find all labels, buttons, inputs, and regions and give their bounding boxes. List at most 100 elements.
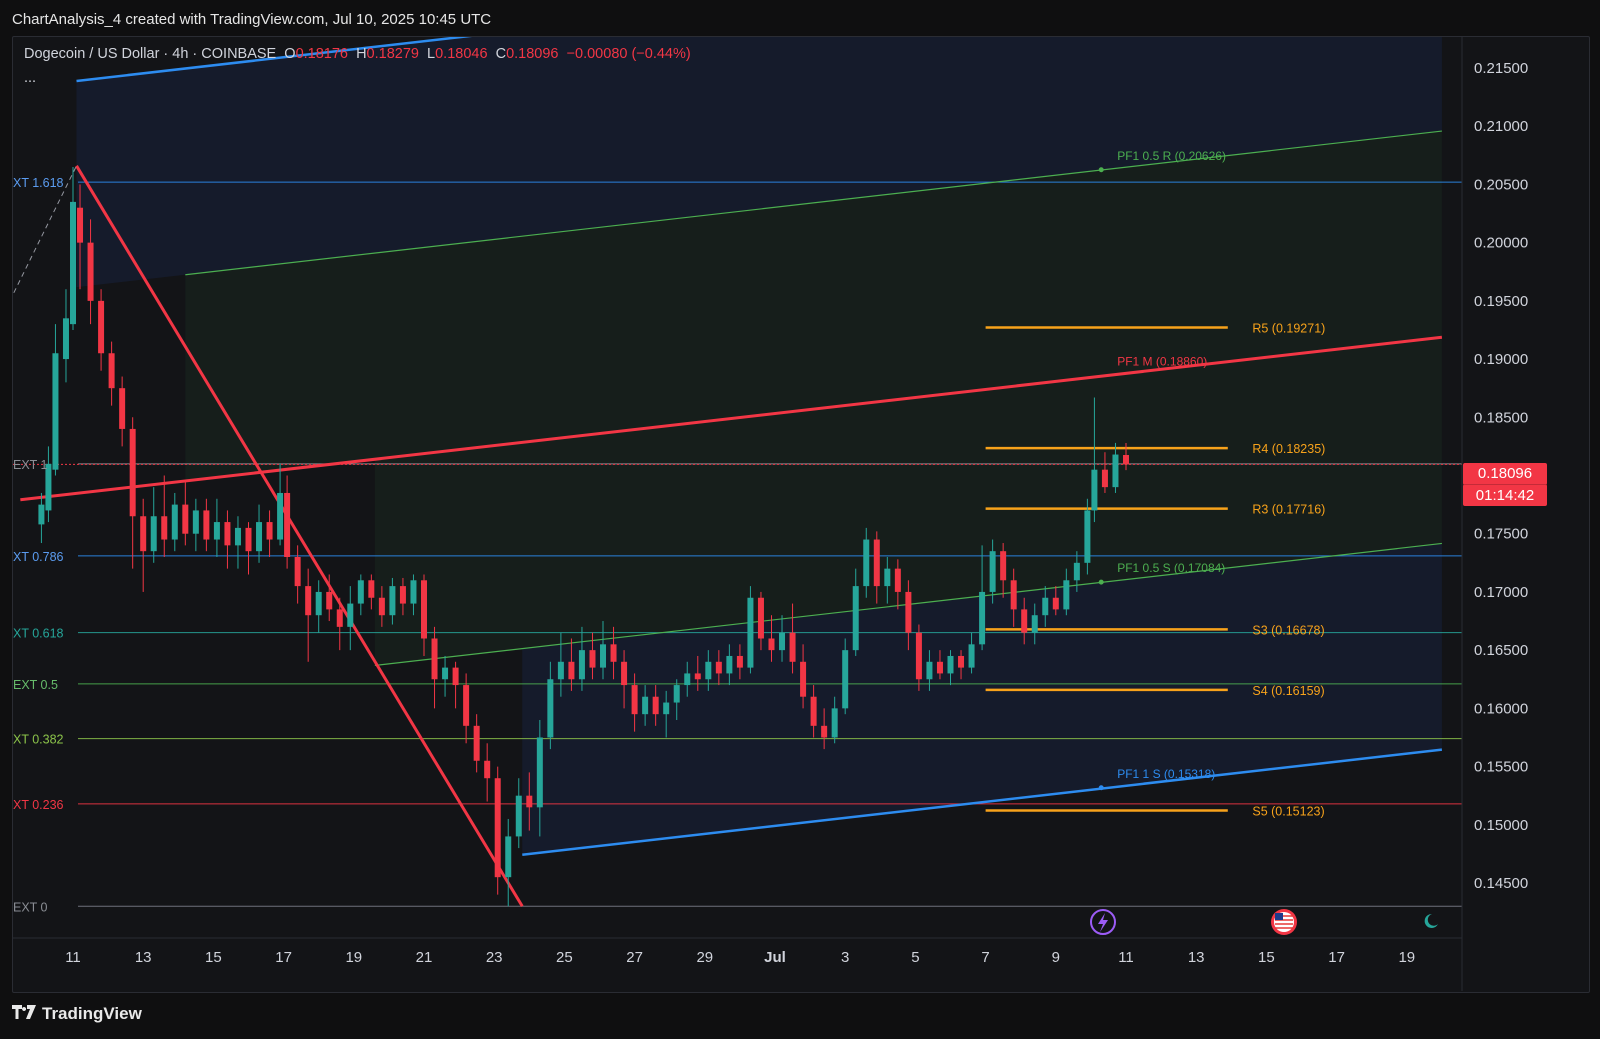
candle-body [989,551,996,592]
candle-body [1000,551,1007,581]
candle-body [810,696,817,726]
price-tick-label: 0.18500 [1474,409,1528,426]
candle-body [368,580,375,598]
candle-body [589,650,596,668]
candle-body [947,655,954,674]
pitchfork-median-line [20,335,1443,502]
time-tick-label: 17 [1328,949,1345,966]
fib-level-label: XT 0.236 [13,798,64,812]
chart-caption: ChartAnalysis_4 created with TradingView… [12,11,492,28]
time-tick-label: 17 [275,949,292,966]
candle-body [389,586,396,616]
pitchfork-upper-line [76,37,473,83]
candle-body [1112,454,1119,488]
candle-body [1091,469,1098,511]
candle-body [852,586,859,651]
candle-body [38,504,45,525]
candle-body [631,685,638,715]
us-flag-icon [1271,909,1297,935]
fib-level-label: XT 1.618 [13,176,64,190]
price-tick-label: 0.15000 [1474,817,1528,834]
time-tick-label: 15 [205,949,222,966]
time-tick-label: 25 [556,949,573,966]
candle-body [747,597,754,668]
candle-body [119,388,126,429]
candle-body [789,632,796,662]
time-tick-label: 29 [696,949,713,966]
time-tick-label: Jul [764,949,786,966]
last-price-tag: 0.18096 [1463,463,1547,485]
lightning-icon [1098,913,1108,932]
more-indicators-button[interactable]: ... [24,70,37,86]
pitchfork-lower-fill [522,543,1442,855]
candle-body [284,492,291,557]
candle-body [315,591,322,616]
candle-body [224,522,231,546]
candle-body [245,527,252,552]
price-tick-label: 0.16000 [1474,700,1528,717]
pivot-level-label: R4 (0.18235) [1252,442,1325,456]
top-bar: ChartAnalysis_4 created with TradingView… [0,0,1600,36]
time-tick-label: 15 [1258,949,1275,966]
candle-body [1101,469,1108,488]
candle-body [87,242,94,301]
candle-body [884,568,891,587]
candle-body [256,522,263,552]
candle-body [715,661,722,674]
candle-body [905,591,912,633]
pivot-level-label: R3 (0.17716) [1252,503,1325,517]
time-tick-label: 19 [345,949,362,966]
fib-level-label: EXT 1 [13,458,48,472]
chart-frame[interactable] [12,36,1590,993]
time-tick-label: 9 [1052,949,1060,966]
open-label: O [284,46,296,62]
moon-icon [1424,913,1438,928]
candle-body [863,539,870,587]
pitchfork-lower-mid-fill [374,337,1442,666]
candle-body [266,522,273,540]
pitchfork-lower-line [522,748,1443,857]
tradingview-logo-icon [12,1004,36,1024]
candle-body [203,510,210,540]
candle-body [410,580,417,604]
low-value: 0.18046 [435,46,488,62]
candle-body [621,661,628,686]
candle-body [968,644,975,668]
candle-body [45,463,52,511]
price-tick-label: 0.19000 [1474,351,1528,368]
candle-body [926,661,933,680]
candle-body [821,725,828,738]
swing-leg-line [75,165,524,908]
time-tick-label: 19 [1398,949,1415,966]
candle-body [694,673,701,680]
pitchfork-level-label: PF1 1 S (0.15318) [1117,767,1215,781]
fib-level-label: EXT 0 [13,900,48,914]
fib-level-label: XT 0.382 [13,733,64,747]
candle-body [452,667,459,686]
candle-body [336,609,343,627]
candle-body [726,655,733,674]
pitchfork-upper-mid-fill [185,131,1442,481]
candle-body [150,516,157,552]
candle-body [673,685,680,703]
candle-body [52,353,59,470]
candle-body [294,557,301,587]
candle-body [1123,455,1129,465]
candle-body [684,673,691,686]
pivot-level-label: S5 (0.15123) [1252,804,1324,818]
candle-body [357,580,364,604]
candle-body [600,644,607,668]
candle-body [526,795,533,808]
candle-body [1042,597,1049,616]
time-tick-label: 11 [1118,949,1134,966]
candle-body [515,795,522,837]
candle-body [642,696,649,715]
time-tick-label: 11 [65,949,81,966]
pitchfork-level-label: PF1 M (0.18860) [1117,354,1207,368]
candle-body [536,737,543,808]
symbol-name[interactable]: Dogecoin / US Dollar · 4h · COINBASE [24,46,277,62]
fib-level-label: XT 0.786 [13,550,64,564]
candle-body [484,760,491,779]
pitchfork-level-label: PF1 0.5 S (0.17084) [1117,561,1225,575]
